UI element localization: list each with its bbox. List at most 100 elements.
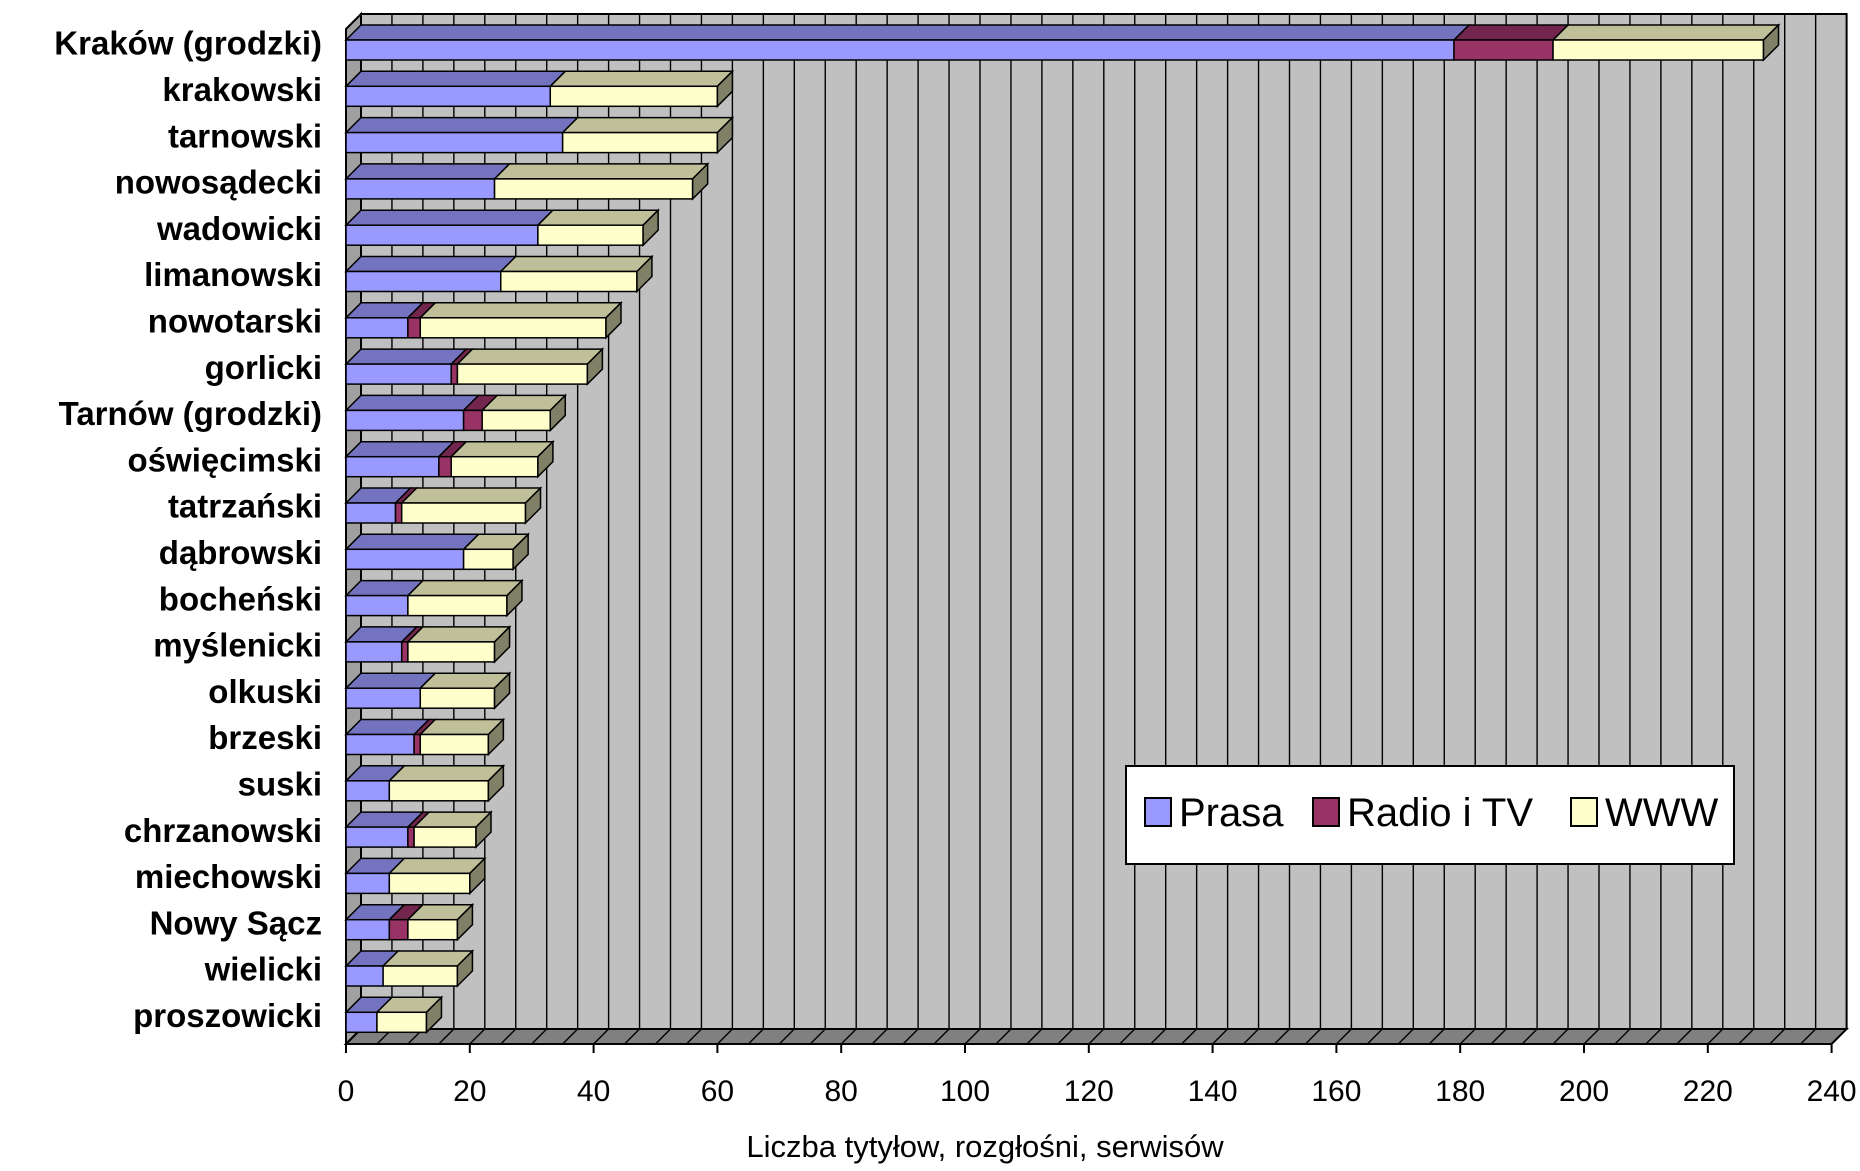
floor-hatch (1150, 1028, 1167, 1045)
bar-prasa (344, 626, 419, 663)
floor-hatch (1552, 1028, 1569, 1045)
legend-swatch (1312, 797, 1340, 827)
category-label: bocheński (159, 580, 322, 617)
floor-hatch (1769, 1028, 1786, 1045)
floor-hatch (531, 1028, 548, 1045)
bar-prasa (344, 765, 407, 802)
x-tick-label: 200 (1559, 1075, 1609, 1108)
x-tick-label: 20 (453, 1075, 486, 1108)
legend-label: Prasa (1179, 791, 1284, 835)
bar-prasa (344, 70, 568, 108)
x-tick-label: 220 (1683, 1075, 1733, 1108)
bar-radio-i-tv (461, 394, 499, 432)
x-axis: 0 20 40 60 80 100 120 140 160 180 200 220 240 (338, 1043, 1857, 1108)
bar-www (418, 300, 623, 340)
x-tick-label: 180 (1435, 1075, 1485, 1108)
floor-hatch (1026, 1028, 1043, 1045)
bar-www (412, 810, 493, 849)
bar-prasa (344, 24, 1471, 61)
category-label: Tarnów (grodzki) (59, 395, 322, 432)
category-label: oświęcimski (128, 441, 322, 478)
floor-hatch (964, 1028, 981, 1045)
bar-www (418, 671, 512, 711)
x-tick-label: 0 (338, 1075, 355, 1108)
legend-label: Radio i TV (1347, 791, 1533, 835)
floor-hatch (1212, 1028, 1229, 1045)
x-tick-label: 120 (1064, 1075, 1114, 1108)
floor-hatch (1521, 1028, 1538, 1045)
bar-prasa (344, 394, 481, 432)
category-label: wadowicki (156, 210, 322, 247)
bar-prasa (344, 857, 407, 895)
floor-hatch (1274, 1028, 1290, 1045)
floor-hatch (902, 1028, 919, 1045)
bars (344, 23, 1781, 1035)
floor-hatch (871, 1028, 888, 1045)
category-label: proszowicki (133, 997, 322, 1034)
floor-hatch (1088, 1028, 1105, 1045)
bar-prasa (344, 163, 512, 200)
category-label: Nowy Sącz (150, 904, 322, 941)
floor-hatch (1366, 1028, 1383, 1045)
bar-www (1551, 23, 1781, 62)
floor-hatch (1335, 1028, 1352, 1045)
floor-hatch (1738, 1028, 1755, 1045)
floor-hatch (562, 1028, 579, 1045)
category-label: olkuski (208, 673, 322, 710)
bar-prasa (344, 440, 456, 478)
legend: Prasa Radio i TV WWW (1125, 765, 1735, 865)
bar-www (381, 949, 475, 988)
floor-hatch (1831, 1028, 1848, 1045)
bar-www (480, 393, 568, 433)
category-label: brzeski (208, 719, 322, 756)
floor-hatch (593, 1028, 610, 1045)
bar-www (461, 532, 530, 572)
floor-hatch (1800, 1028, 1817, 1045)
bar-www (449, 439, 555, 479)
bar-www (560, 115, 735, 155)
floor-hatch (1243, 1028, 1260, 1045)
bar-prasa (344, 672, 438, 709)
floor-hatch (655, 1028, 671, 1045)
floor-hatch (624, 1028, 641, 1045)
floor-hatch (840, 1028, 857, 1045)
floor-hatch (1676, 1028, 1693, 1045)
bar-www (406, 902, 475, 942)
legend-label: WWW (1605, 791, 1719, 835)
floor-hatch (1119, 1028, 1136, 1045)
x-tick-label: 100 (940, 1075, 990, 1108)
floor-hatch (747, 1028, 764, 1045)
category-label: chrzanowski (124, 812, 322, 849)
floor-hatch (1583, 1028, 1600, 1045)
floor-hatch (500, 1028, 517, 1045)
bar-prasa (344, 116, 580, 154)
bar-www (387, 856, 487, 896)
bar-www (548, 69, 735, 109)
floor-hatch (1645, 1028, 1662, 1045)
bar-prasa (344, 348, 469, 385)
bar-www (375, 995, 444, 1035)
x-tick-label: 60 (701, 1075, 734, 1108)
bar-www (387, 763, 506, 803)
bar-prasa (344, 718, 431, 756)
x-tick-label: 80 (825, 1075, 858, 1108)
x-tick-label: 40 (577, 1075, 610, 1108)
category-label: Kraków (grodzki) (54, 25, 322, 62)
floor-hatch (469, 1028, 486, 1045)
category-label: dąbrowski (159, 534, 322, 571)
bar-www (418, 717, 506, 757)
floor-hatch (995, 1028, 1012, 1045)
legend-swatch (1570, 797, 1598, 827)
floor-hatch (438, 1028, 455, 1045)
category-label: suski (238, 766, 322, 803)
legend-box (1125, 765, 1735, 865)
category-label: nowotarski (148, 303, 322, 340)
category-label: nowosądecki (115, 164, 322, 201)
floor-hatch (1490, 1028, 1507, 1045)
x-tick-label: 140 (1188, 1075, 1238, 1108)
bar-www (536, 208, 660, 248)
bar-www (455, 347, 605, 386)
bar-prasa (344, 533, 481, 571)
category-labels: Kraków (grodzki) krakowski tarnowski nowosą… (54, 25, 322, 1034)
